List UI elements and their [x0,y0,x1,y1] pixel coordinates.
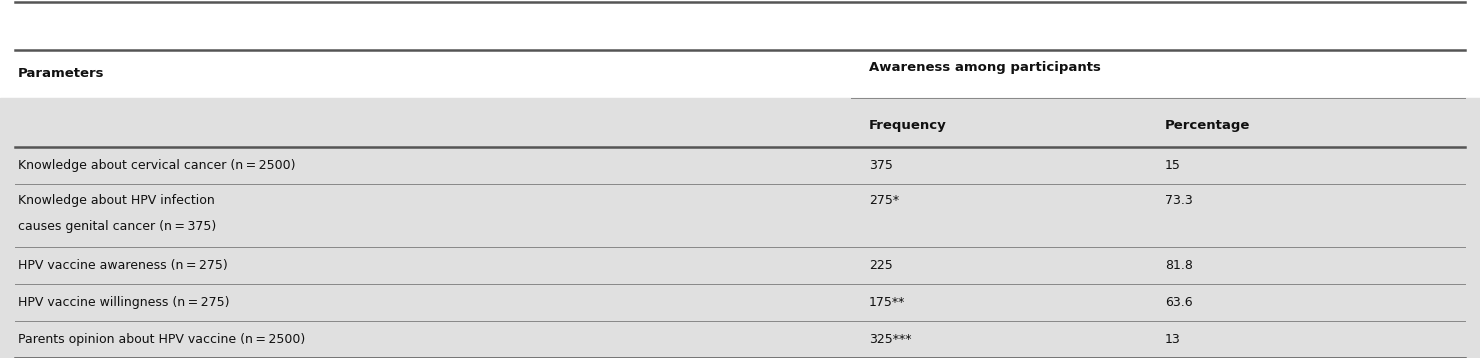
Bar [0,147,1480,184]
Text: Frequency: Frequency [869,118,947,131]
Text: 175**: 175** [869,296,906,309]
Text: HPV vaccine awareness (n = 275): HPV vaccine awareness (n = 275) [18,259,228,272]
Text: HPV vaccine willingness (n = 275): HPV vaccine willingness (n = 275) [18,296,229,309]
Text: Parents opinion about HPV vaccine (n = 2500): Parents opinion about HPV vaccine (n = 2… [18,333,305,346]
Bar [0,50,1480,98]
Text: 375: 375 [869,159,892,172]
Text: Knowledge about HPV infection: Knowledge about HPV infection [18,194,215,207]
Bar [0,98,1480,147]
Text: Percentage: Percentage [1165,118,1251,131]
Text: 225: 225 [869,259,892,272]
Text: 81.8: 81.8 [1165,259,1193,272]
Bar [0,184,1480,247]
Text: 275*: 275* [869,194,898,207]
Bar [0,321,1480,358]
Bar [0,284,1480,321]
Text: 13: 13 [1165,333,1181,346]
Text: 15: 15 [1165,159,1181,172]
Bar [0,247,1480,284]
Text: Parameters: Parameters [18,67,104,80]
Text: Awareness among participants: Awareness among participants [869,61,1101,73]
Text: 63.6: 63.6 [1165,296,1193,309]
Text: causes genital cancer (n = 375): causes genital cancer (n = 375) [18,220,216,233]
Text: 73.3: 73.3 [1165,194,1193,207]
Text: Knowledge about cervical cancer (n = 2500): Knowledge about cervical cancer (n = 250… [18,159,296,172]
Bar [0,0,1480,50]
Text: 325***: 325*** [869,333,912,346]
